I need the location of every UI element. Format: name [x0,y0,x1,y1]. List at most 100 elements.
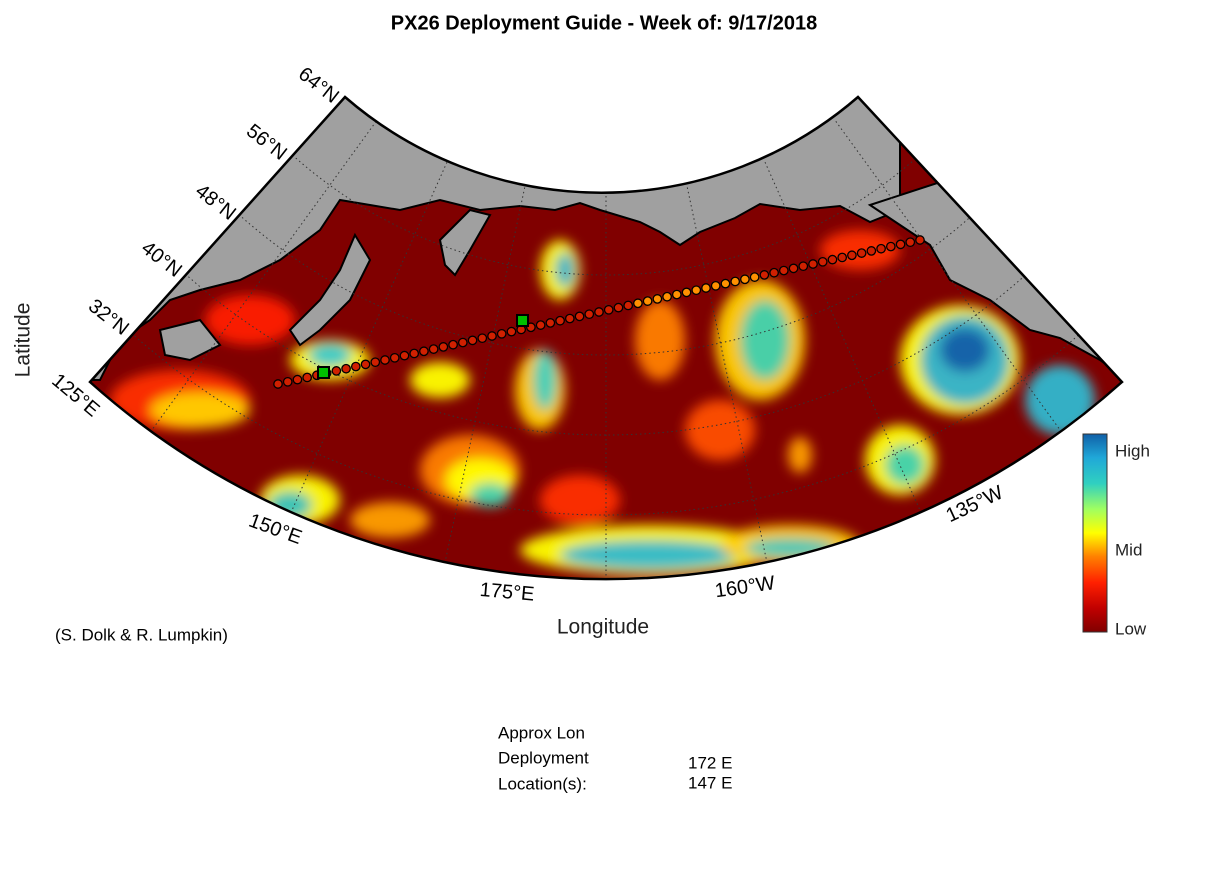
deployment-marker [317,366,330,379]
graticule [90,97,1122,579]
heat-patch [885,445,925,485]
track-point [302,372,313,383]
track-point [419,346,429,357]
track-point [691,285,702,296]
heat-patch [470,483,510,507]
track-point [292,374,303,385]
track-point [720,278,731,289]
track-point [535,320,546,330]
track-point [652,294,663,304]
track-point [847,250,857,261]
ship-track [273,235,925,389]
heat-patch [940,328,990,372]
track-point [837,252,848,263]
track-point [633,298,643,309]
track-point [331,366,342,376]
track-point [866,246,877,256]
parallel [135,97,1077,276]
meridian [444,187,526,563]
track-point [710,280,721,291]
track-point [409,348,420,359]
track-point [895,239,906,250]
meridian [290,161,448,513]
lat-label: 64°N [294,63,343,108]
land-korea [158,318,222,362]
track-point [730,276,741,287]
track-point [740,274,750,285]
track-point [457,337,468,348]
lat-label: 40°N [137,237,186,282]
credit: (S. Dolk & R. Lumpkin) [55,625,228,644]
meridian [150,121,377,432]
track-point [389,352,400,363]
track-point [817,256,828,267]
deployment-heading: Approx Lon [498,723,585,742]
track-point [273,379,283,389]
track-point [681,287,692,298]
track-point [496,328,507,339]
track-point [613,302,624,313]
track-point [574,311,585,322]
lat-label: 48°N [191,180,240,225]
heat-patch [550,580,850,620]
heat-patch [685,400,755,460]
land-kamchatka [438,208,492,277]
x-axis-label: Longitude [557,616,649,639]
map-frame [88,95,1124,581]
deployment-location: 147 E [688,773,732,792]
lon-label: 175°E [479,579,535,606]
lon-label: 160°W [714,572,777,602]
track-point [788,263,799,274]
colorbar [1082,433,1108,633]
meridian [764,161,922,513]
track-point [603,304,614,315]
heat-patch [1025,365,1095,435]
track-point [448,339,458,350]
heat-patch [308,343,352,367]
track-point [798,261,809,272]
track-point [477,333,488,344]
track-point [438,342,449,352]
track-point [282,376,293,387]
heat-patch [560,540,740,570]
track-point [584,309,595,320]
colorbar-label: Low [1115,619,1147,638]
deployment-marker [516,314,529,327]
deployment-location: 172 E [688,753,732,772]
heat-patch [205,295,295,345]
track-point [856,248,867,258]
track-point [428,344,439,354]
meridian [686,187,768,563]
heat-patch [410,362,470,398]
track-point [370,357,381,368]
track-point [701,283,711,293]
track-point [759,270,770,280]
heat-patch [150,392,250,428]
y-axis-label: Latitude [12,303,35,378]
heat-patch [350,502,430,538]
track-point [487,331,497,341]
track-point [360,359,371,370]
track-point [564,313,575,324]
track-point [769,267,779,278]
deployment-heading: Deployment [498,748,589,767]
track-point [506,326,517,337]
deployment-heading: Location(s): [498,774,587,793]
heat-patch [635,300,685,380]
track-point [399,350,410,361]
heat-patch [555,252,575,288]
colorbar-label: High [1115,441,1150,460]
track-point [808,259,818,269]
land-japan [288,232,372,347]
track-point [876,243,886,254]
track-point [749,272,760,282]
track-point [380,355,390,365]
track-point [623,300,634,311]
track-point [350,361,361,372]
track-point [885,241,896,252]
lat-label: 32°N [84,295,133,340]
track-point [778,265,789,276]
heat-patch [740,300,790,380]
